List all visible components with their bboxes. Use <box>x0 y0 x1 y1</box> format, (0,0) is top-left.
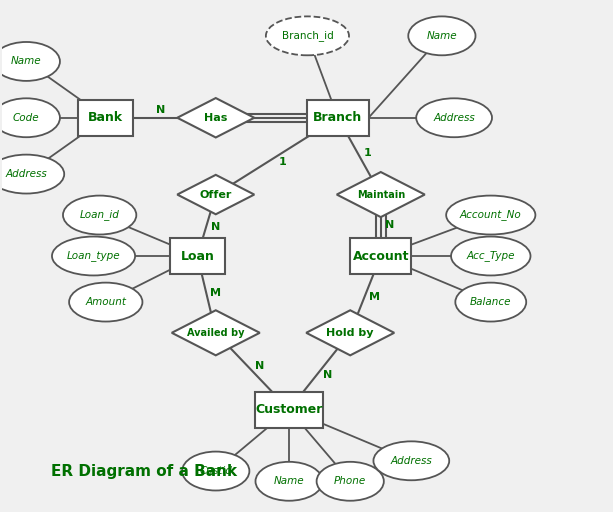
FancyBboxPatch shape <box>78 100 133 136</box>
Ellipse shape <box>416 98 492 137</box>
Text: N: N <box>156 105 166 115</box>
Polygon shape <box>306 310 394 355</box>
Ellipse shape <box>446 196 535 234</box>
Text: N: N <box>322 371 332 380</box>
Text: M: M <box>210 288 221 298</box>
Polygon shape <box>172 310 260 355</box>
Text: Address: Address <box>390 456 432 466</box>
Text: Address: Address <box>6 169 47 179</box>
Ellipse shape <box>451 237 530 275</box>
Text: N: N <box>255 361 264 371</box>
Polygon shape <box>177 175 254 214</box>
Text: Name: Name <box>11 56 42 67</box>
Ellipse shape <box>69 283 142 322</box>
Text: Account_No: Account_No <box>460 209 522 221</box>
Text: Code: Code <box>13 113 40 123</box>
Ellipse shape <box>0 42 60 81</box>
Text: Branch: Branch <box>313 111 363 124</box>
Text: Acc_Type: Acc_Type <box>466 250 515 262</box>
Text: Bank: Bank <box>88 111 123 124</box>
Text: ER Diagram of a Bank: ER Diagram of a Bank <box>51 463 237 479</box>
Text: Availed by: Availed by <box>187 328 245 338</box>
FancyBboxPatch shape <box>170 238 225 274</box>
Text: Branch_id: Branch_id <box>281 30 333 41</box>
Text: Custid: Custid <box>199 466 232 476</box>
Text: Has: Has <box>204 113 227 123</box>
Text: Loan: Loan <box>180 249 215 263</box>
Text: Address: Address <box>433 113 475 123</box>
Ellipse shape <box>256 462 322 501</box>
Text: Name: Name <box>274 476 305 486</box>
Polygon shape <box>177 98 254 137</box>
Ellipse shape <box>408 16 476 55</box>
Text: N: N <box>211 222 220 232</box>
Text: 1: 1 <box>278 157 286 167</box>
Ellipse shape <box>316 462 384 501</box>
FancyBboxPatch shape <box>256 392 322 428</box>
Ellipse shape <box>266 16 349 55</box>
Text: Loan_id: Loan_id <box>80 209 120 221</box>
Ellipse shape <box>182 452 249 490</box>
Text: Maintain: Maintain <box>357 189 405 200</box>
Text: Offer: Offer <box>200 189 232 200</box>
Text: Account: Account <box>352 249 409 263</box>
FancyBboxPatch shape <box>350 238 411 274</box>
Ellipse shape <box>455 283 526 322</box>
Text: Hold by: Hold by <box>327 328 374 338</box>
Text: 1: 1 <box>364 148 371 158</box>
Text: Name: Name <box>427 31 457 41</box>
Text: Balance: Balance <box>470 297 511 307</box>
Ellipse shape <box>0 155 64 194</box>
FancyBboxPatch shape <box>308 100 368 136</box>
Ellipse shape <box>52 237 135 275</box>
Ellipse shape <box>373 441 449 480</box>
Text: Amount: Amount <box>85 297 126 307</box>
Ellipse shape <box>63 196 136 234</box>
Text: M: M <box>368 292 379 302</box>
Text: Loan_type: Loan_type <box>67 250 120 262</box>
Text: Phone: Phone <box>334 476 367 486</box>
Polygon shape <box>337 172 425 217</box>
Ellipse shape <box>0 98 60 137</box>
Text: N: N <box>386 220 395 230</box>
Text: Customer: Customer <box>256 403 323 416</box>
